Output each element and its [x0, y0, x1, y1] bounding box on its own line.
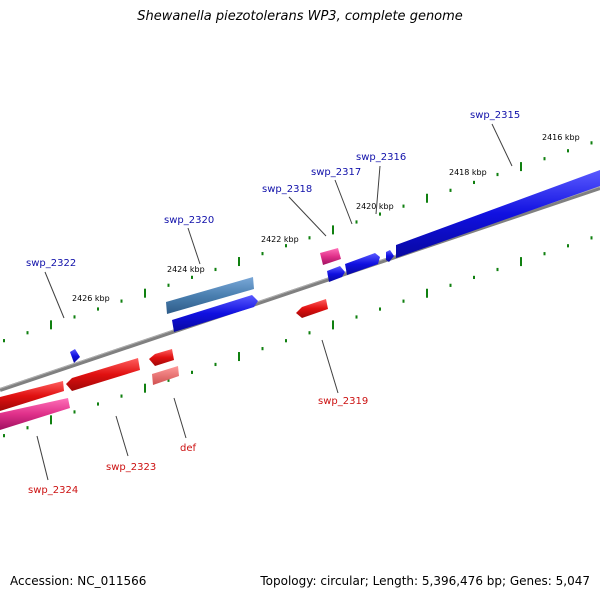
gene-swp-2320[interactable]	[166, 277, 254, 314]
gene-swp-2315[interactable]	[396, 170, 600, 258]
label-def[interactable]: def	[180, 443, 197, 454]
lower-tick-track	[3, 236, 593, 438]
gene-swp-2324[interactable]	[0, 398, 70, 430]
label-swp-2316[interactable]: swp_2316	[356, 152, 406, 163]
label-swp-2323[interactable]: swp_2323	[106, 462, 156, 473]
label-swp-2322[interactable]: swp_2322	[26, 258, 76, 269]
callout-lines	[36, 123, 513, 481]
gene-swp-2317[interactable]	[345, 253, 380, 275]
genome-title: Shewanella piezotolerans WP3, complete g…	[137, 9, 463, 24]
gene-swp-2318-rna[interactable]	[320, 248, 341, 265]
label-swp-2315[interactable]: swp_2315	[470, 110, 520, 121]
kbp-label-2418: 2418 kbp	[449, 168, 487, 177]
label-swp-2324[interactable]: swp_2324	[28, 485, 78, 496]
topology-label: Topology: circular; Length: 5,396,476 bp…	[260, 574, 590, 588]
gene-swp-2321[interactable]	[172, 295, 258, 332]
label-swp-2318[interactable]: swp_2318	[262, 184, 312, 195]
kbp-label-2416: 2416 kbp	[542, 133, 580, 142]
kbp-label-2420: 2420 kbp	[356, 202, 394, 211]
gene-swp-2323b[interactable]	[0, 381, 64, 411]
kbp-label-2426: 2426 kbp	[72, 294, 110, 303]
label-swp-2319[interactable]: swp_2319	[318, 396, 368, 407]
accession-label: Accession: NC_011566	[10, 574, 147, 588]
gene-swp-2319[interactable]	[296, 299, 328, 318]
kbp-label-2422: 2422 kbp	[261, 235, 299, 244]
label-swp-2320[interactable]: swp_2320	[164, 215, 214, 226]
gene-def-cds[interactable]	[149, 349, 174, 366]
gene-swp-2318[interactable]	[327, 266, 345, 282]
upper-tick-track	[3, 141, 593, 343]
label-swp-2317[interactable]: swp_2317	[311, 167, 361, 178]
gene-swp-2322[interactable]	[70, 349, 80, 363]
genome-backbone	[0, 186, 600, 392]
gene-def[interactable]	[152, 366, 179, 385]
gene-swp-2316[interactable]	[386, 250, 394, 262]
kbp-label-2424: 2424 kbp	[167, 265, 205, 274]
gene-swp-2323[interactable]	[66, 358, 140, 391]
